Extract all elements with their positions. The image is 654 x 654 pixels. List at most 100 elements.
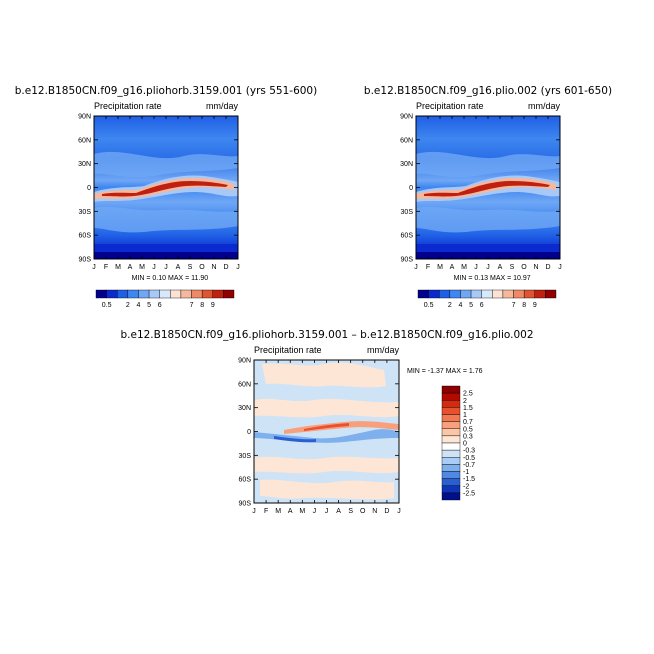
panel-1-patch-south: [94, 206, 238, 233]
panel-2: b.e12.B1850CN.f09_g16.plio.002 (yrs 601-…: [364, 85, 612, 309]
panel-3-xtick-label: J: [325, 508, 329, 515]
panel-2-max-label: MAX = 10.97: [490, 275, 531, 282]
colorbar-swatch: [441, 392, 461, 401]
panel-3-xtick-label: A: [336, 508, 341, 515]
panel-1-ytick-label: 60S: [79, 233, 92, 240]
colorbar-label: 9: [533, 302, 537, 309]
panel-1-xtick-label: A: [128, 264, 133, 271]
colorbar-swatch: [441, 435, 461, 444]
panel-3-patch-2: [254, 398, 399, 418]
colorbar-label: -2: [463, 483, 469, 490]
colorbar-swatch: [534, 289, 546, 299]
panel-1-ytick-label: 0: [87, 185, 91, 192]
panel-3-ytick-label: 90N: [238, 358, 251, 365]
panel-3-xtick-label: M: [299, 508, 305, 515]
panel-2-ytick-label: 60S: [401, 233, 414, 240]
colorbar-label: 4: [137, 302, 141, 309]
colorbar-swatch: [523, 289, 535, 299]
panel-2-min-label: MIN = 0.13: [454, 275, 489, 282]
colorbar-swatch: [127, 289, 139, 299]
panel-2-ytick-label: 30N: [400, 161, 413, 168]
panel-3-pos-band: [284, 421, 399, 434]
colorbar-swatch: [148, 289, 160, 299]
panel-2-xtick-label: M: [461, 264, 467, 271]
panel-3-ytick-label: 60S: [239, 477, 252, 484]
colorbar-label: 5: [469, 302, 473, 309]
colorbar-swatch: [502, 289, 514, 299]
panel-2-xtick-label: J: [414, 264, 418, 271]
panel-3-xtick-label: M: [275, 508, 281, 515]
panel-2-xtick-label: D: [545, 264, 550, 271]
colorbar-label: 9: [211, 302, 215, 309]
panel-1-xtick-label: J: [152, 264, 156, 271]
panel-1-xtick-label: F: [104, 264, 108, 271]
panel-1-xtick-label: J: [236, 264, 240, 271]
colorbar-label: 8: [522, 302, 526, 309]
colorbar-label: 0.5: [463, 426, 473, 433]
colorbar-label: -0.3: [463, 448, 475, 455]
colorbar-label: 0.7: [463, 419, 473, 426]
panel-2-subtitle-right: mm/day: [528, 101, 561, 111]
colorbar-label: 2: [126, 302, 130, 309]
colorbar-swatch: [117, 289, 129, 299]
colorbar-swatch: [201, 289, 213, 299]
panel-1-ytick-label: 60N: [78, 137, 91, 144]
panel-3-subtitle-left: Precipitation rate: [254, 345, 322, 355]
colorbar-swatch: [441, 485, 461, 494]
panel-3-ytick-label: 90S: [239, 501, 252, 508]
panel-2-ytick-label: 60N: [400, 137, 413, 144]
panel-3-pos-core: [304, 423, 349, 431]
panel-2-subtitle-left: Precipitation rate: [416, 101, 484, 111]
panel-2-xtick-label: A: [450, 264, 455, 271]
colorbar-swatch: [159, 289, 171, 299]
panel-3-colorbar: 2.521.510.70.50.30-0.3-0.5-0.7-1-1.5-2-2…: [441, 385, 475, 501]
panel-2-xtick-label: N: [533, 264, 538, 271]
panel-1-subtitle-right: mm/day: [206, 101, 239, 111]
colorbar-swatch: [441, 464, 461, 472]
colorbar-swatch: [481, 289, 493, 299]
colorbar-swatch: [441, 457, 461, 465]
colorbar-swatch: [428, 289, 440, 299]
colorbar-label: -0.7: [463, 462, 475, 469]
panel-1-ytick-label: 30N: [78, 161, 91, 168]
colorbar-label: -1: [463, 469, 469, 476]
colorbar-swatch: [439, 289, 451, 299]
panel-1-ytick-label: 90N: [78, 114, 91, 121]
panel-2-xtick-label: S: [510, 264, 515, 271]
colorbar-label: 0.5: [102, 302, 112, 309]
colorbar-label: -1.5: [463, 476, 475, 483]
colorbar-label: 0: [463, 441, 467, 448]
panel-1-min-label: MIN = 0.10: [132, 275, 167, 282]
colorbar-swatch: [212, 289, 224, 299]
panel-1-title: b.e12.B1850CN.f09_g16.pliohorb.3159.001 …: [15, 85, 317, 97]
panel-1-xtick-label: J: [164, 264, 168, 271]
colorbar-swatch: [441, 421, 461, 429]
panel-1-subtitle-left: Precipitation rate: [94, 101, 162, 111]
panel-3-xtick-label: S: [348, 508, 353, 515]
panel-3-xtick-label: J: [397, 508, 401, 515]
panel-3-patch-4: [260, 479, 394, 500]
panel-2-itcz-max: [424, 181, 550, 197]
panel-3-title: b.e12.B1850CN.f09_g16.pliohorb.3159.001 …: [120, 329, 533, 341]
panel-2-xtick-label: F: [426, 264, 430, 271]
panel-1-xtick-label: S: [188, 264, 193, 271]
panel-2-patch-south: [416, 206, 560, 233]
colorbar-swatch: [441, 492, 461, 501]
panel-1-polar-south-dark: [94, 252, 238, 259]
colorbar-swatch: [417, 289, 429, 299]
colorbar-swatch: [106, 289, 118, 299]
panel-3-patch-3: [254, 456, 399, 474]
colorbar-label: 2: [463, 398, 467, 405]
panel-1-itcz-max: [102, 181, 228, 197]
colorbar-label: 7: [190, 302, 194, 309]
panel-2-xtick-label: J: [486, 264, 490, 271]
panel-1-xtick-label: J: [92, 264, 96, 271]
panel-3-neg-core: [274, 436, 316, 443]
panel-1: b.e12.B1850CN.f09_g16.pliohorb.3159.001 …: [15, 85, 317, 309]
panel-2-xtick-label: A: [498, 264, 503, 271]
panel-2-yticks: 90N 60N 30N 0 30S 60S 90S: [400, 114, 560, 264]
